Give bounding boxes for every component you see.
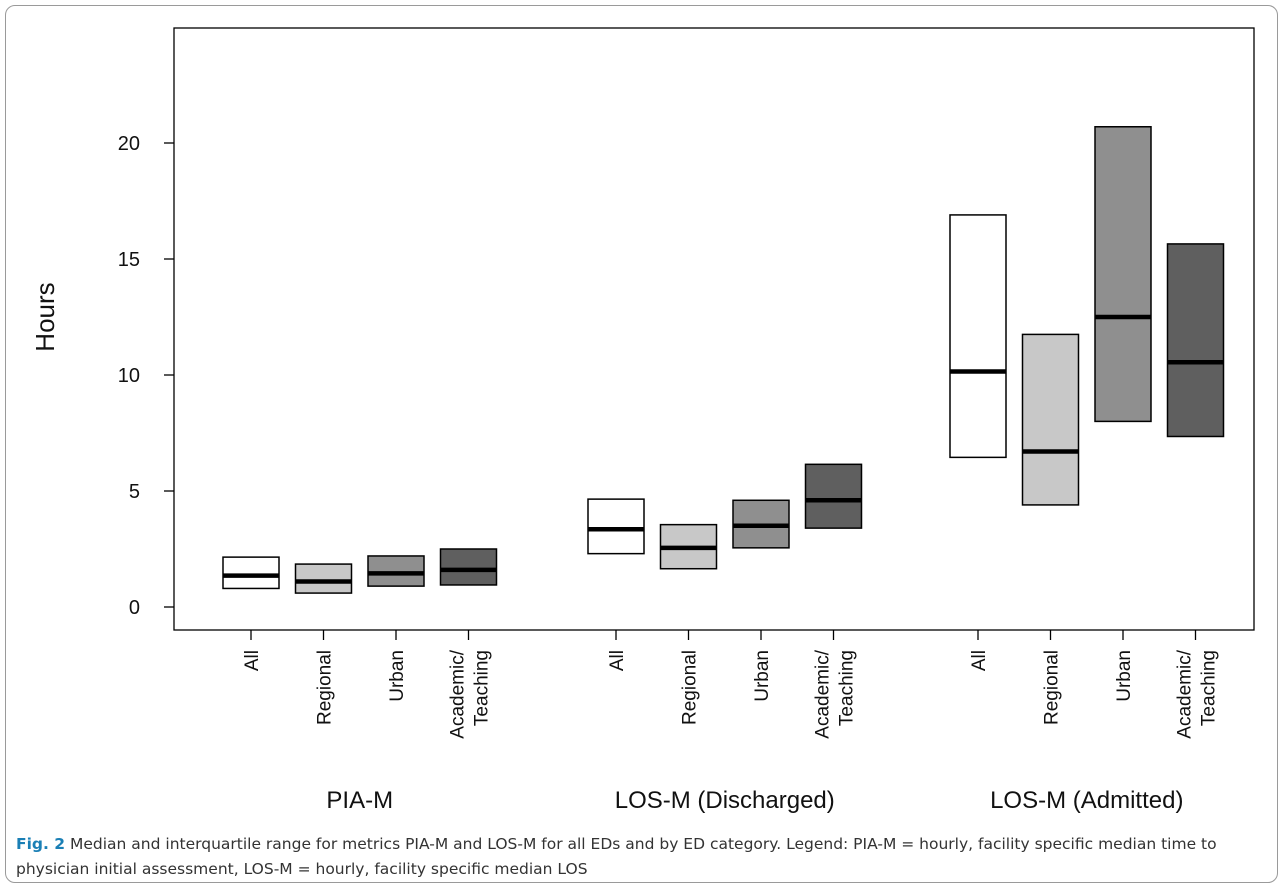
x-tick-label: Urban — [752, 650, 773, 702]
x-tick-label: All — [242, 650, 263, 671]
x-tick-label: Urban — [1114, 650, 1135, 702]
iqr-box — [804, 463, 863, 529]
group-label: PIA-M — [326, 787, 393, 814]
iqr-box — [949, 214, 1007, 459]
y-tick-label: 5 — [129, 481, 140, 503]
figure-label: Fig. 2 — [16, 835, 66, 853]
x-tick-label: Regional — [680, 650, 701, 725]
y-tick-label: 15 — [118, 249, 140, 271]
caption-text: Median and interquartile range for metri… — [16, 835, 1217, 878]
iqr-box — [222, 556, 280, 590]
y-axis-label: Hours — [30, 282, 60, 351]
y-tick-label: 10 — [118, 365, 140, 387]
figure-caption: Fig. 2 Median and interquartile range fo… — [16, 832, 1266, 882]
iqr-box — [587, 498, 645, 555]
iqr-box — [1094, 126, 1152, 423]
iqr-box — [1021, 333, 1080, 506]
x-tick-label: Academic/ — [1175, 649, 1196, 738]
y-tick-label: 20 — [118, 133, 140, 155]
iqr-box — [1166, 243, 1225, 438]
x-tick-label: Teaching — [1199, 650, 1220, 726]
x-tick-label: Academic/ — [448, 649, 469, 738]
x-tick-label: All — [607, 650, 628, 671]
group-label: LOS-M (Admitted) — [990, 787, 1183, 814]
iqr-box — [439, 548, 498, 586]
y-tick-label: 0 — [129, 597, 140, 619]
iqr-box — [294, 563, 353, 594]
box-chart: 0 5 10 15 20 Hours All Regional Urban Academic/Te… — [30, 27, 1255, 814]
x-tick-label: All — [969, 650, 990, 671]
plot-area — [173, 27, 1255, 631]
group-label: LOS-M (Discharged) — [615, 787, 835, 814]
x-tick-label: Urban — [387, 650, 408, 702]
x-tick-label: Teaching — [837, 650, 858, 726]
x-tick-label: Teaching — [472, 650, 493, 726]
iqr-box — [367, 555, 425, 587]
x-tick-label: Academic/ — [813, 649, 834, 738]
x-tick-label: Regional — [315, 650, 336, 725]
x-tick-label: Regional — [1042, 650, 1063, 725]
